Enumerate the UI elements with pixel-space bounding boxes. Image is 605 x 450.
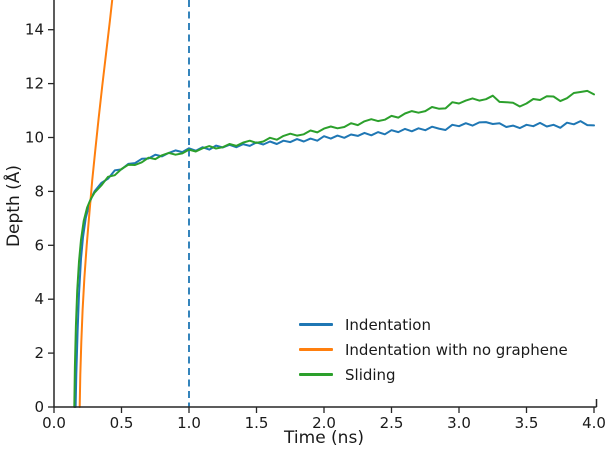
x-tick-label: 0.5 [110,414,134,432]
legend-label-indentation-no-graphene: Indentation with no graphene [345,340,568,359]
x-tick-label: 1.0 [177,414,201,432]
legend-label-indentation: Indentation [345,315,431,334]
x-tick-label: 0.0 [42,414,66,432]
legend-line-swatch-indentation [299,323,333,326]
y-axis-label: Depth (Å) [4,164,24,248]
legend-line-swatch-sliding [299,373,333,376]
legend: Indentation Indentation with no graphene… [299,312,568,387]
y-tick-label: 14 [25,21,44,39]
legend-line-swatch-indentation-no-graphene [299,348,333,351]
y-tick-label: 12 [25,75,44,93]
x-tick-label: 2.5 [380,414,404,432]
x-tick-label: 3.0 [447,414,471,432]
y-tick-label: 6 [34,236,44,254]
legend-item-indentation-no-graphene: Indentation with no graphene [299,337,568,362]
series-line-indentation-with-no-graphene [78,0,114,408]
legend-item-sliding: Sliding [299,362,568,387]
y-tick-label: 4 [34,290,44,308]
y-tick-label: 2 [34,344,44,362]
x-tick-label: 3.5 [515,414,539,432]
series-line-sliding [73,89,595,408]
y-tick-label: 10 [25,129,44,147]
y-tick-label: 8 [34,182,44,200]
y-tick-label: 0 [34,398,44,416]
x-tick-label: 4.0 [582,414,605,432]
x-axis-label: Time (ns) [284,428,364,448]
x-tick-label: 2.0 [312,414,336,432]
x-tick-label: 1.5 [245,414,269,432]
legend-label-sliding: Sliding [345,365,396,384]
legend-item-indentation: Indentation [299,312,568,337]
